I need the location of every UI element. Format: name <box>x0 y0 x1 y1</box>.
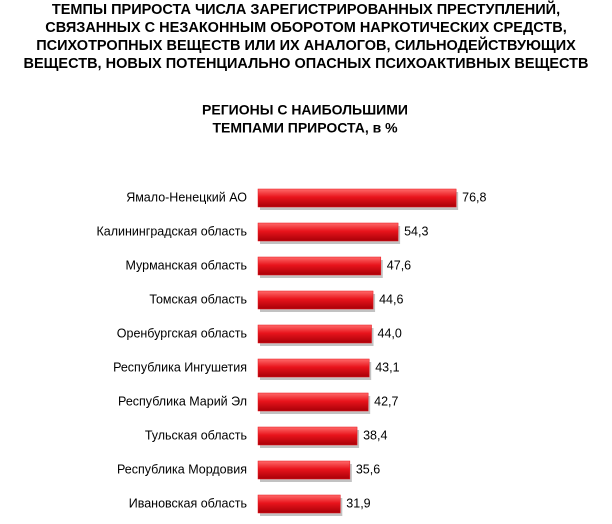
chart-title: ВЕЩЕСТВ, НОВЫХ ПОТЕНЦИАЛЬНО ОПАСНЫХ ПСИХ… <box>24 56 589 72</box>
chart-subtitle: РЕГИОНЫ С НАИБОЛЬШИМИ <box>202 102 408 118</box>
chart-title: ПСИХОТРОПНЫХ ВЕЩЕСТВ ИЛИ ИХ АНАЛОГОВ, СИ… <box>36 36 576 54</box>
bar <box>257 494 341 514</box>
value-label: 43,1 <box>375 360 399 374</box>
category-label: Ямало-Ненецкий АО <box>126 190 247 204</box>
value-label: 54,3 <box>404 224 428 238</box>
bar <box>257 188 457 208</box>
category-label: Калининградская область <box>96 224 247 238</box>
category-label: Оренбургская область <box>117 326 247 340</box>
category-label: Республика Ингушетия <box>113 360 247 374</box>
value-label: 76,8 <box>462 190 486 204</box>
category-label: Тульская область <box>145 428 247 442</box>
bar <box>257 222 399 242</box>
value-label: 44,6 <box>379 292 403 306</box>
category-label: Мурманская область <box>125 258 247 272</box>
bar <box>257 358 370 378</box>
bar <box>257 460 351 480</box>
chart-subtitle: ТЕМПАМИ ПРИРОСТА, в % <box>212 120 398 136</box>
value-label: 47,6 <box>387 258 411 272</box>
value-label: 31,9 <box>346 496 370 510</box>
category-label: Томская область <box>149 292 247 306</box>
value-label: 42,7 <box>374 394 398 408</box>
value-label: 44,0 <box>378 326 402 340</box>
category-label: Республика Мордовия <box>117 462 247 476</box>
value-label: 38,4 <box>363 428 387 442</box>
value-label: 35,6 <box>356 462 380 476</box>
category-label: Ивановская область <box>129 496 247 510</box>
bar <box>257 256 382 276</box>
bar <box>257 426 358 446</box>
bar <box>257 324 372 344</box>
bar <box>257 392 369 412</box>
bar <box>257 290 374 310</box>
chart-title: СВЯЗАННЫХ С НЕЗАКОННЫМ ОБОРОТОМ НАРКОТИЧ… <box>45 20 567 36</box>
category-label: Республика Марий Эл <box>118 394 247 408</box>
chart-title: ТЕМПЫ ПРИРОСТА ЧИСЛА ЗАРЕГИСТРИРОВАННЫХ … <box>52 0 560 18</box>
